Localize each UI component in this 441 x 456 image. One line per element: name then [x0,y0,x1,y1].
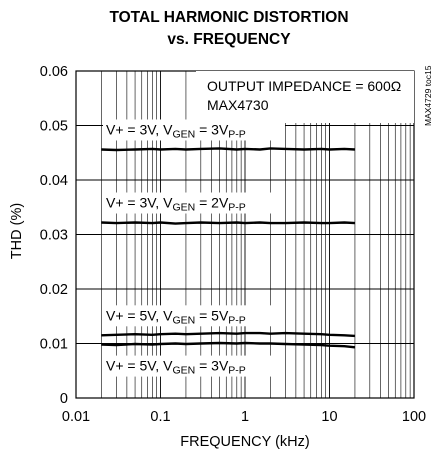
series-group [101,147,356,349]
series-label-background [103,355,285,377]
y-tick-label: 0.01 [40,337,68,353]
series-label: V+ = 3V, VGEN = 2VP-P [106,195,246,214]
series-label-background [103,305,285,327]
side-label: MAX4729 toc15 [423,65,433,126]
series-line [101,147,355,152]
y-tick-label: 0.04 [40,173,68,189]
annotation-background [196,71,414,123]
y-tick-label: 0.03 [40,228,68,244]
x-tick-label: 1 [241,409,249,425]
annotation-output-impedance: OUTPUT IMPEDANCE = 600Ω [207,78,401,94]
series-line [101,221,355,225]
series-line [101,341,356,349]
axis-ticks: 0.01 0.1 1 10 100 0 0.01 0.02 0.03 0.04 0.05 0.06 [40,64,426,425]
chart-title-line-2: vs. FREQUENCY [167,31,291,48]
y-axis-label: THD (%) [9,203,25,259]
series-label: V+ = 5V, VGEN = 5VP-P [106,307,246,326]
x-axis-label: FREQUENCY (kHz) [180,434,309,450]
y-tick-label: 0.05 [40,119,68,135]
x-tick-label: 0.01 [62,409,90,425]
y-tick-label: 0.02 [40,282,68,298]
series-label: V+ = 5V, VGEN = 3VP-P [106,358,246,377]
chart-title-line-1: TOTAL HARMONIC DISTORTION [109,9,348,26]
annotation-part-number: MAX4730 [207,97,269,113]
series-labels: V+ = 3V, VGEN = 3VP-P V+ = 3V, VGEN = 2VP… [103,119,285,377]
series-label-background [103,192,285,214]
x-tick-label: 100 [402,409,426,425]
x-tick-label: 0.1 [150,409,170,425]
series-label: V+ = 3V, VGEN = 3VP-P [106,121,246,140]
series-line [101,331,355,338]
x-tick-label: 10 [321,409,337,425]
y-tick-label: 0.06 [40,64,68,80]
series-label-background [103,119,285,141]
y-tick-label: 0 [60,391,68,407]
